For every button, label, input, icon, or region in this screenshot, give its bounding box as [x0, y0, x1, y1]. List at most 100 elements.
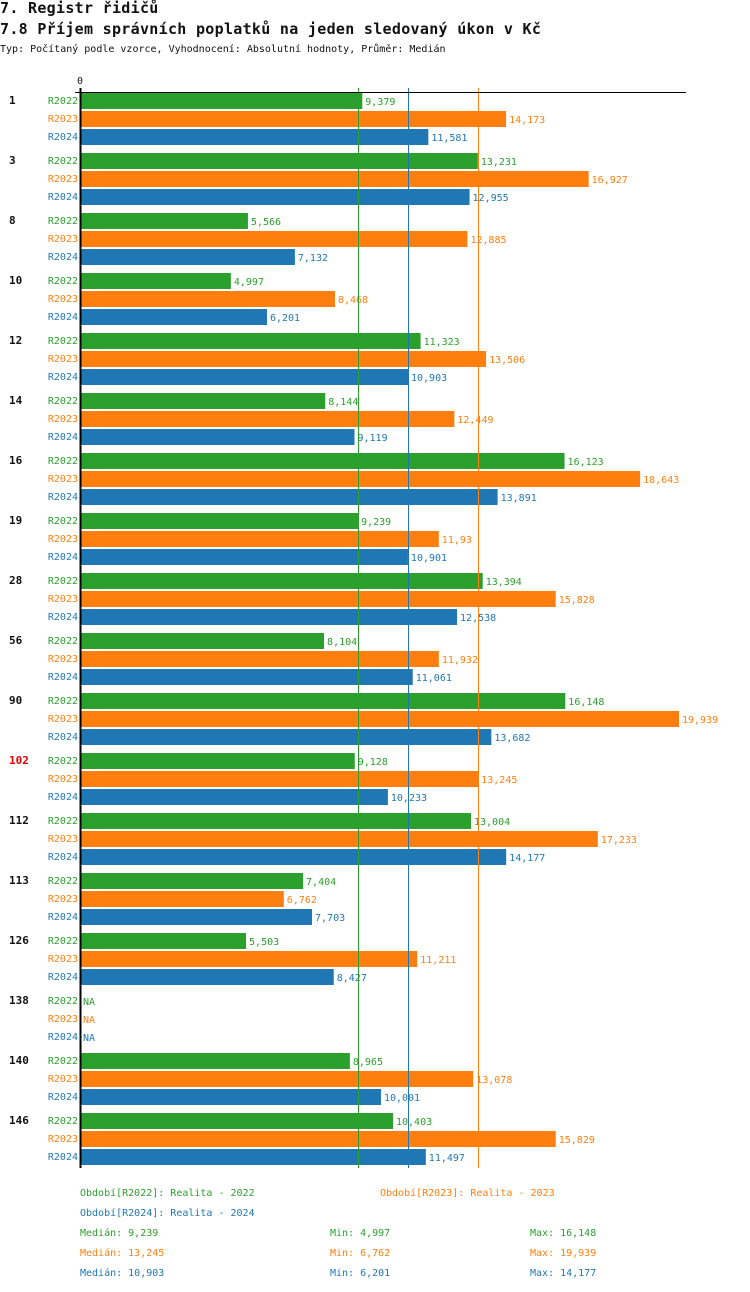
series-label: R2024	[48, 732, 78, 743]
data-label: 18,643	[643, 475, 679, 486]
category-label: 14	[9, 394, 23, 407]
bar	[81, 753, 355, 769]
bar	[81, 831, 598, 847]
series-label: R2024	[48, 1032, 78, 1043]
bar	[81, 351, 487, 367]
series-label: R2023	[48, 834, 78, 845]
series-label: R2022	[48, 336, 78, 347]
data-label: 6,762	[287, 895, 317, 906]
category-label: 8	[9, 214, 16, 227]
data-label: 9,379	[365, 97, 395, 108]
series-label: R2023	[48, 654, 78, 665]
data-label: 14,173	[509, 115, 545, 126]
data-label: 15,829	[559, 1135, 595, 1146]
series-label: R2023	[48, 294, 78, 305]
legend-max-r2023: Max: 19,939	[530, 1248, 597, 1259]
series-label: R2022	[48, 996, 78, 1007]
bar	[81, 693, 566, 709]
series-label: R2022	[48, 276, 78, 287]
series-label: R2022	[48, 936, 78, 947]
category-label: 56	[9, 634, 23, 647]
series-label: R2023	[48, 894, 78, 905]
series-label: R2024	[48, 252, 78, 263]
legend-max-r2024: Max: 14,177	[530, 1268, 597, 1279]
data-label: 4,997	[234, 277, 264, 288]
data-label: 13,506	[489, 355, 525, 366]
bar	[81, 489, 498, 505]
data-label: 5,503	[249, 937, 279, 948]
legend-min-r2022: Min: 4,997	[330, 1228, 391, 1239]
series-label: R2022	[48, 696, 78, 707]
bar	[81, 711, 679, 727]
data-label: 12,449	[457, 415, 493, 426]
legend-median-r2022: Medián: 9,239	[80, 1228, 159, 1239]
category-label: 126	[9, 934, 29, 947]
bar	[81, 1149, 426, 1165]
data-label: 17,233	[601, 835, 637, 846]
category-label: 146	[9, 1114, 29, 1127]
data-label: 16,927	[592, 175, 628, 186]
series-label: R2024	[48, 192, 78, 203]
series-label: R2024	[48, 612, 78, 623]
category-label: 113	[9, 874, 29, 887]
data-label: 8,468	[338, 295, 368, 306]
series-label: R2023	[48, 174, 78, 185]
data-label: 12,885	[470, 235, 506, 246]
bar	[81, 249, 295, 265]
series-label: R2023	[48, 774, 78, 785]
legend-period-r2023: Období[R2023]: Realita - 2023	[380, 1188, 555, 1199]
bar	[81, 471, 641, 487]
data-label: 11,323	[424, 337, 460, 348]
category-label: 28	[9, 574, 22, 587]
series-label: R2023	[48, 474, 78, 485]
bar	[81, 933, 247, 949]
series-label: R2023	[48, 534, 78, 545]
data-label: 10,903	[411, 373, 447, 384]
data-label: 13,394	[486, 577, 522, 588]
bar	[81, 411, 455, 427]
series-label: R2024	[48, 1092, 78, 1103]
data-label: 9,119	[357, 433, 387, 444]
bar	[81, 273, 231, 289]
series-label: R2024	[48, 912, 78, 923]
bar	[81, 891, 284, 907]
bar	[81, 153, 478, 169]
section-title: 7. Registr řidičů	[0, 0, 159, 17]
data-label: 7,404	[306, 877, 336, 888]
data-label: 16,148	[568, 697, 604, 708]
data-label: 8,427	[337, 973, 367, 984]
bar	[81, 573, 483, 589]
bar-chart: 1 R2022 9,379 R2023 14,173 R2024 11,581 3 R2022 1…	[9, 76, 718, 1168]
category-label: 138	[9, 994, 29, 1007]
series-label: R2023	[48, 1014, 78, 1025]
series-label: R2024	[48, 312, 78, 323]
data-label: 6,201	[270, 313, 300, 324]
series-label: R2024	[48, 792, 78, 803]
series-label: R2023	[48, 714, 78, 725]
series-label: R2022	[48, 1056, 78, 1067]
bar	[81, 1113, 394, 1129]
data-label: NA	[83, 1033, 95, 1044]
data-label: 11,93	[442, 535, 472, 546]
legend-period-r2022: Období[R2022]: Realita - 2022	[80, 1188, 255, 1199]
category-label: 3	[9, 154, 16, 167]
bar	[81, 771, 479, 787]
category-label: 102	[9, 754, 29, 767]
bar	[81, 531, 439, 547]
data-label: 10,001	[384, 1093, 420, 1104]
bar	[81, 129, 429, 145]
bar	[81, 1071, 474, 1087]
series-label: R2022	[48, 1116, 78, 1127]
data-label: 8,144	[328, 397, 358, 408]
data-label: 11,497	[429, 1153, 465, 1164]
category-label: 1	[9, 94, 16, 107]
series-label: R2022	[48, 96, 78, 107]
data-label: 11,932	[442, 655, 478, 666]
data-label: 11,211	[420, 955, 456, 966]
data-label: 7,132	[298, 253, 328, 264]
data-label: 13,004	[474, 817, 510, 828]
series-label: R2022	[48, 156, 78, 167]
bar	[81, 1131, 556, 1147]
data-label: 9,128	[358, 757, 388, 768]
legend-period-r2024: Období[R2024]: Realita - 2024	[80, 1208, 255, 1219]
